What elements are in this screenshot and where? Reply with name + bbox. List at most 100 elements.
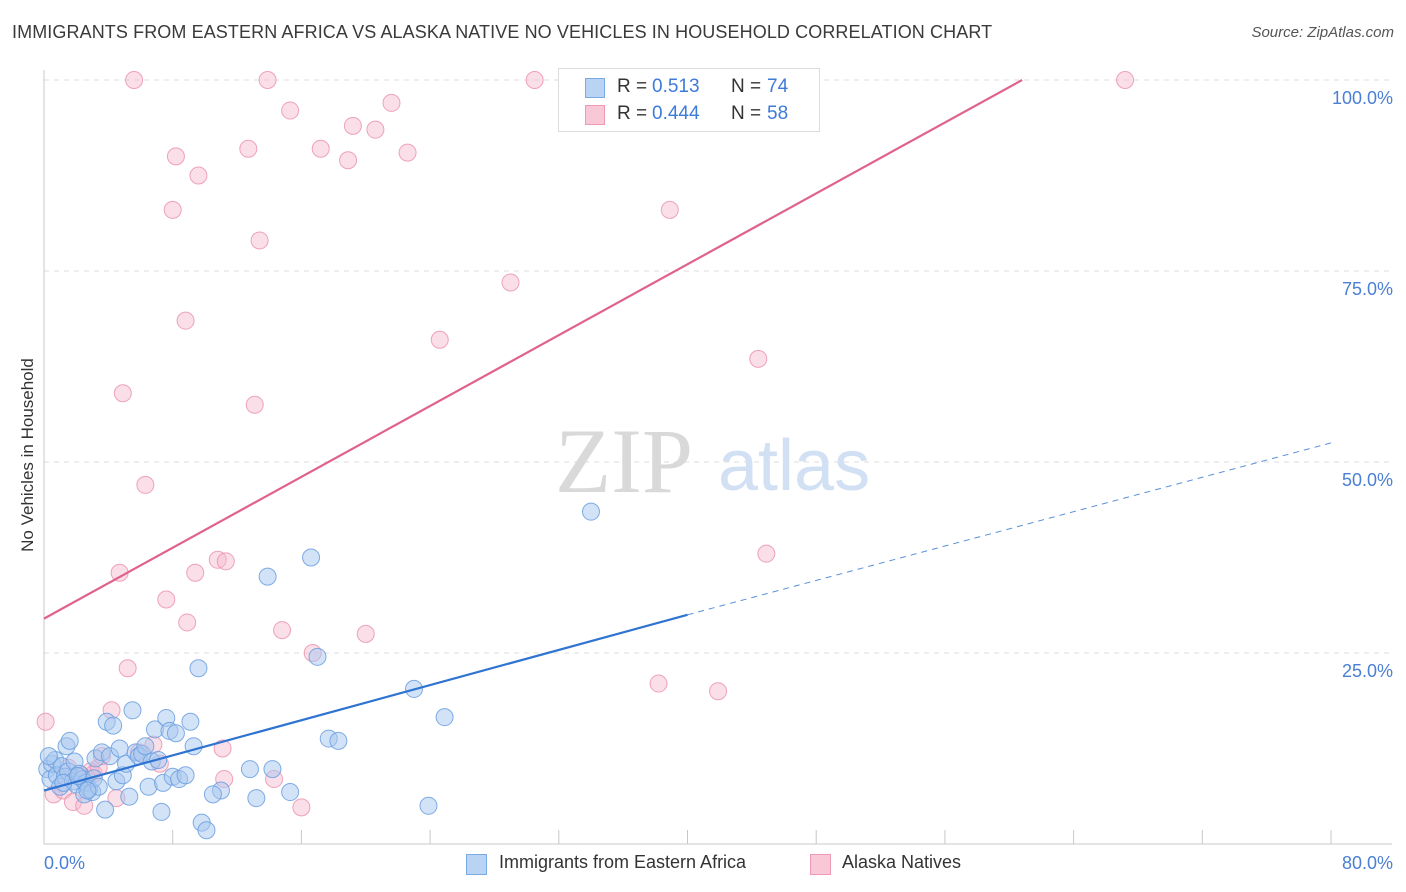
y-tick-label: 100.0% [1332,88,1393,108]
blue-point [247,789,266,808]
x-tick-label: 0.0% [44,853,85,873]
blue-point [120,787,139,806]
blue-points [38,502,600,840]
pink-swatch [585,105,605,125]
axes [43,70,1392,845]
pink-point [382,93,401,112]
watermark: ZIP atlas [555,410,870,512]
y-tick-label: 75.0% [1342,279,1393,299]
pink-point [239,139,258,158]
r-value: 0.444 [652,103,700,124]
pink-point [430,330,449,349]
blue-point [60,731,79,750]
pink-point [339,151,358,170]
blue-point [181,712,200,731]
pink-point [245,395,264,414]
pink-point [118,659,137,678]
stats-row-blue: R = 0.513 N = 74 [559,73,819,100]
blue-trend-extension [687,442,1332,616]
blue-point [302,548,321,567]
blue-point [197,821,216,840]
grid-lines [44,79,1391,654]
blue-point [189,659,208,678]
source-label: Source: ZipAtlas.com [1251,24,1394,41]
y-axis-label: No Vehicles in Household [18,358,37,552]
pink-trend-line [43,79,1023,620]
blue-point [203,785,222,804]
n-value: 58 [767,103,789,124]
pink-point [176,311,195,330]
pink-point [649,674,668,693]
legend-label: Alaska Natives [842,852,962,872]
blue-point [123,701,142,720]
n-value: 74 [767,76,789,97]
pink-point [166,147,185,166]
pink-point [113,384,132,403]
blue-point [308,647,327,666]
pink-point [36,712,55,731]
chart-title: IMMIGRANTS FROM EASTERN AFRICA VS ALASKA… [12,22,993,42]
pink-point [136,475,155,494]
blue-point [419,796,438,815]
pink-point [292,798,311,817]
pink-point [1116,71,1135,89]
pink-point [660,200,679,219]
blue-point [110,739,129,758]
pink-point [273,621,292,640]
pink-point [157,590,176,609]
pink-point [250,231,269,250]
y-tick-label: 50.0% [1342,470,1393,490]
y-tick-label: 25.0% [1342,661,1393,681]
blue-trend-line [43,613,688,792]
pink-point [216,552,235,571]
pink-point [213,739,232,758]
pink-point [186,563,205,582]
n-label: N = [731,76,762,97]
pink-point [366,120,385,139]
pink-point [356,624,375,643]
blue-point [104,716,123,735]
blue-point [258,567,277,586]
pink-swatch [810,854,831,875]
blue-point [240,760,259,779]
pink-point [163,200,182,219]
blue-point [581,502,600,521]
blue-point [166,724,185,743]
blue-point [96,800,115,819]
pink-point [749,349,768,368]
blue-point [152,802,171,821]
r-label: R = [617,103,648,124]
pink-point [258,71,277,89]
stats-row-pink: R = 0.444 N = 58 [559,100,819,127]
r-value: 0.513 [652,76,700,97]
pink-point [189,166,208,185]
pink-point [178,613,197,632]
stats-box: R = 0.513 N = 74 R = 0.444 N = 58 [558,68,820,132]
r-label: R = [617,76,648,97]
pink-point [398,143,417,162]
trend-lines [43,79,1332,792]
pink-point [501,273,520,292]
blue-point [39,747,58,766]
blue-point [281,783,300,802]
blue-point [329,731,348,750]
blue-point [136,737,155,756]
n-label: N = [731,103,762,124]
pink-points [36,71,1135,817]
pink-point [343,116,362,135]
blue-point [78,781,97,800]
watermark-atlas: atlas [718,426,870,506]
watermark-zip: ZIP [555,410,693,512]
blue-swatch [585,78,605,98]
legend-label: Immigrants from Eastern Africa [499,852,747,872]
pink-point [525,71,544,89]
pink-point [125,71,144,89]
blue-point [263,760,282,779]
pink-point [757,544,776,563]
blue-point [435,708,454,727]
pink-point [709,682,728,701]
pink-point [281,101,300,120]
blue-point [176,766,195,785]
x-tick-label: 80.0% [1342,853,1393,873]
